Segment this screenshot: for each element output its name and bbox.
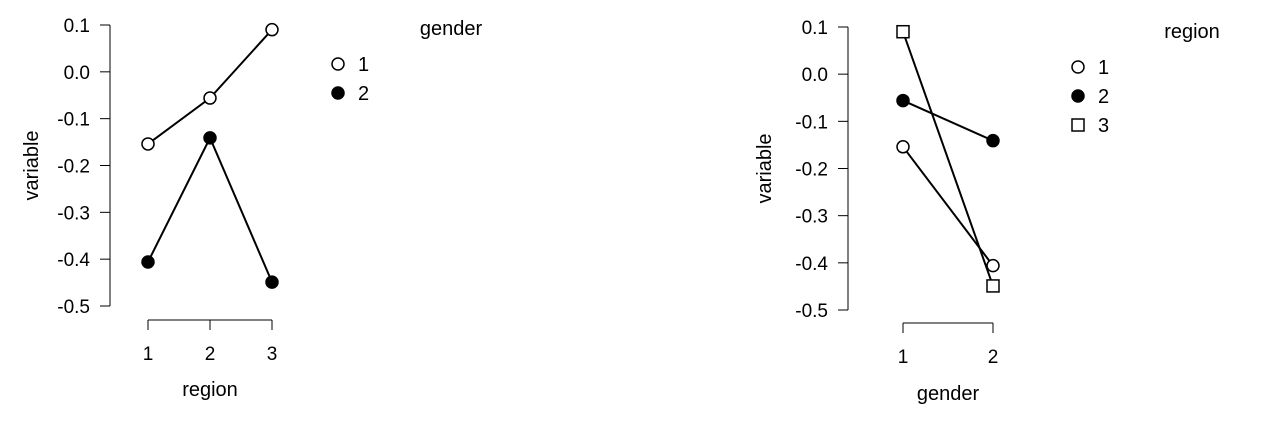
data-point-2 bbox=[896, 93, 910, 108]
x-tick-label: 2 bbox=[988, 347, 999, 368]
y-tick-label: -0.1 bbox=[795, 112, 828, 133]
legend-marker bbox=[1071, 60, 1085, 74]
series-line-1 bbox=[147, 29, 273, 145]
legend-label: 2 bbox=[358, 83, 369, 105]
x-tick-label: 1 bbox=[143, 344, 154, 365]
legend-label: 3 bbox=[1098, 115, 1109, 137]
y-tick-label: -0.4 bbox=[795, 254, 828, 275]
data-point-1 bbox=[896, 140, 910, 154]
y-axis-label: variable bbox=[21, 130, 43, 200]
data-point-2 bbox=[986, 133, 1000, 148]
y-tick-label: 0.1 bbox=[64, 16, 90, 37]
series-line-3 bbox=[902, 31, 994, 287]
y-tick-label: -0.2 bbox=[795, 160, 828, 181]
x-tick-label: 1 bbox=[898, 347, 909, 368]
series-line-2 bbox=[147, 135, 273, 283]
y-tick-label: -0.2 bbox=[57, 157, 90, 178]
legend-label: 2 bbox=[1098, 86, 1109, 108]
data-point-1 bbox=[265, 22, 279, 37]
x-tick-label: 3 bbox=[267, 344, 278, 365]
legend-marker bbox=[331, 86, 345, 100]
data-point-3 bbox=[986, 279, 1000, 293]
data-point-3 bbox=[896, 24, 910, 39]
data-point-2 bbox=[203, 131, 217, 145]
y-tick-label: -0.4 bbox=[57, 250, 90, 271]
legend-marker bbox=[331, 57, 345, 71]
y-tick-label: -0.5 bbox=[57, 297, 90, 318]
x-tick-label: 2 bbox=[205, 344, 216, 365]
y-tick-label: 0.0 bbox=[64, 63, 90, 84]
y-tick-label: -0.5 bbox=[795, 301, 828, 322]
legend-title: gender bbox=[420, 18, 483, 40]
series-line-2 bbox=[902, 99, 994, 142]
legend-marker bbox=[1071, 118, 1085, 132]
x-axis-label: gender bbox=[917, 383, 980, 405]
legend-label: 1 bbox=[1098, 57, 1109, 79]
legend-label: 1 bbox=[358, 54, 369, 76]
data-point-1 bbox=[203, 91, 217, 105]
y-tick-label: -0.3 bbox=[57, 203, 90, 224]
x-axis-label: region bbox=[182, 379, 238, 401]
data-point-1 bbox=[986, 258, 1000, 273]
chart-panel-1: 0.1 0.0 -0.1 -0.2 -0.3 -0.4 -0.5 1 2 3 variable reg… bbox=[21, 16, 482, 401]
y-axis-label: variable bbox=[754, 133, 776, 203]
legend-title: region bbox=[1164, 21, 1220, 43]
data-point-2 bbox=[265, 275, 279, 289]
chart-panel-2: 0.1 0.0 -0.1 -0.2 -0.3 -0.4 -0.5 1 2 variable gend… bbox=[754, 18, 1220, 405]
y-tick-label: -0.1 bbox=[57, 110, 90, 131]
data-point-2 bbox=[141, 255, 155, 269]
legend-marker bbox=[1071, 89, 1085, 103]
y-tick-label: -0.3 bbox=[795, 207, 828, 228]
data-point-1 bbox=[141, 137, 155, 151]
y-tick-label: 0.0 bbox=[802, 65, 828, 86]
y-tick-label: 0.1 bbox=[802, 18, 828, 39]
